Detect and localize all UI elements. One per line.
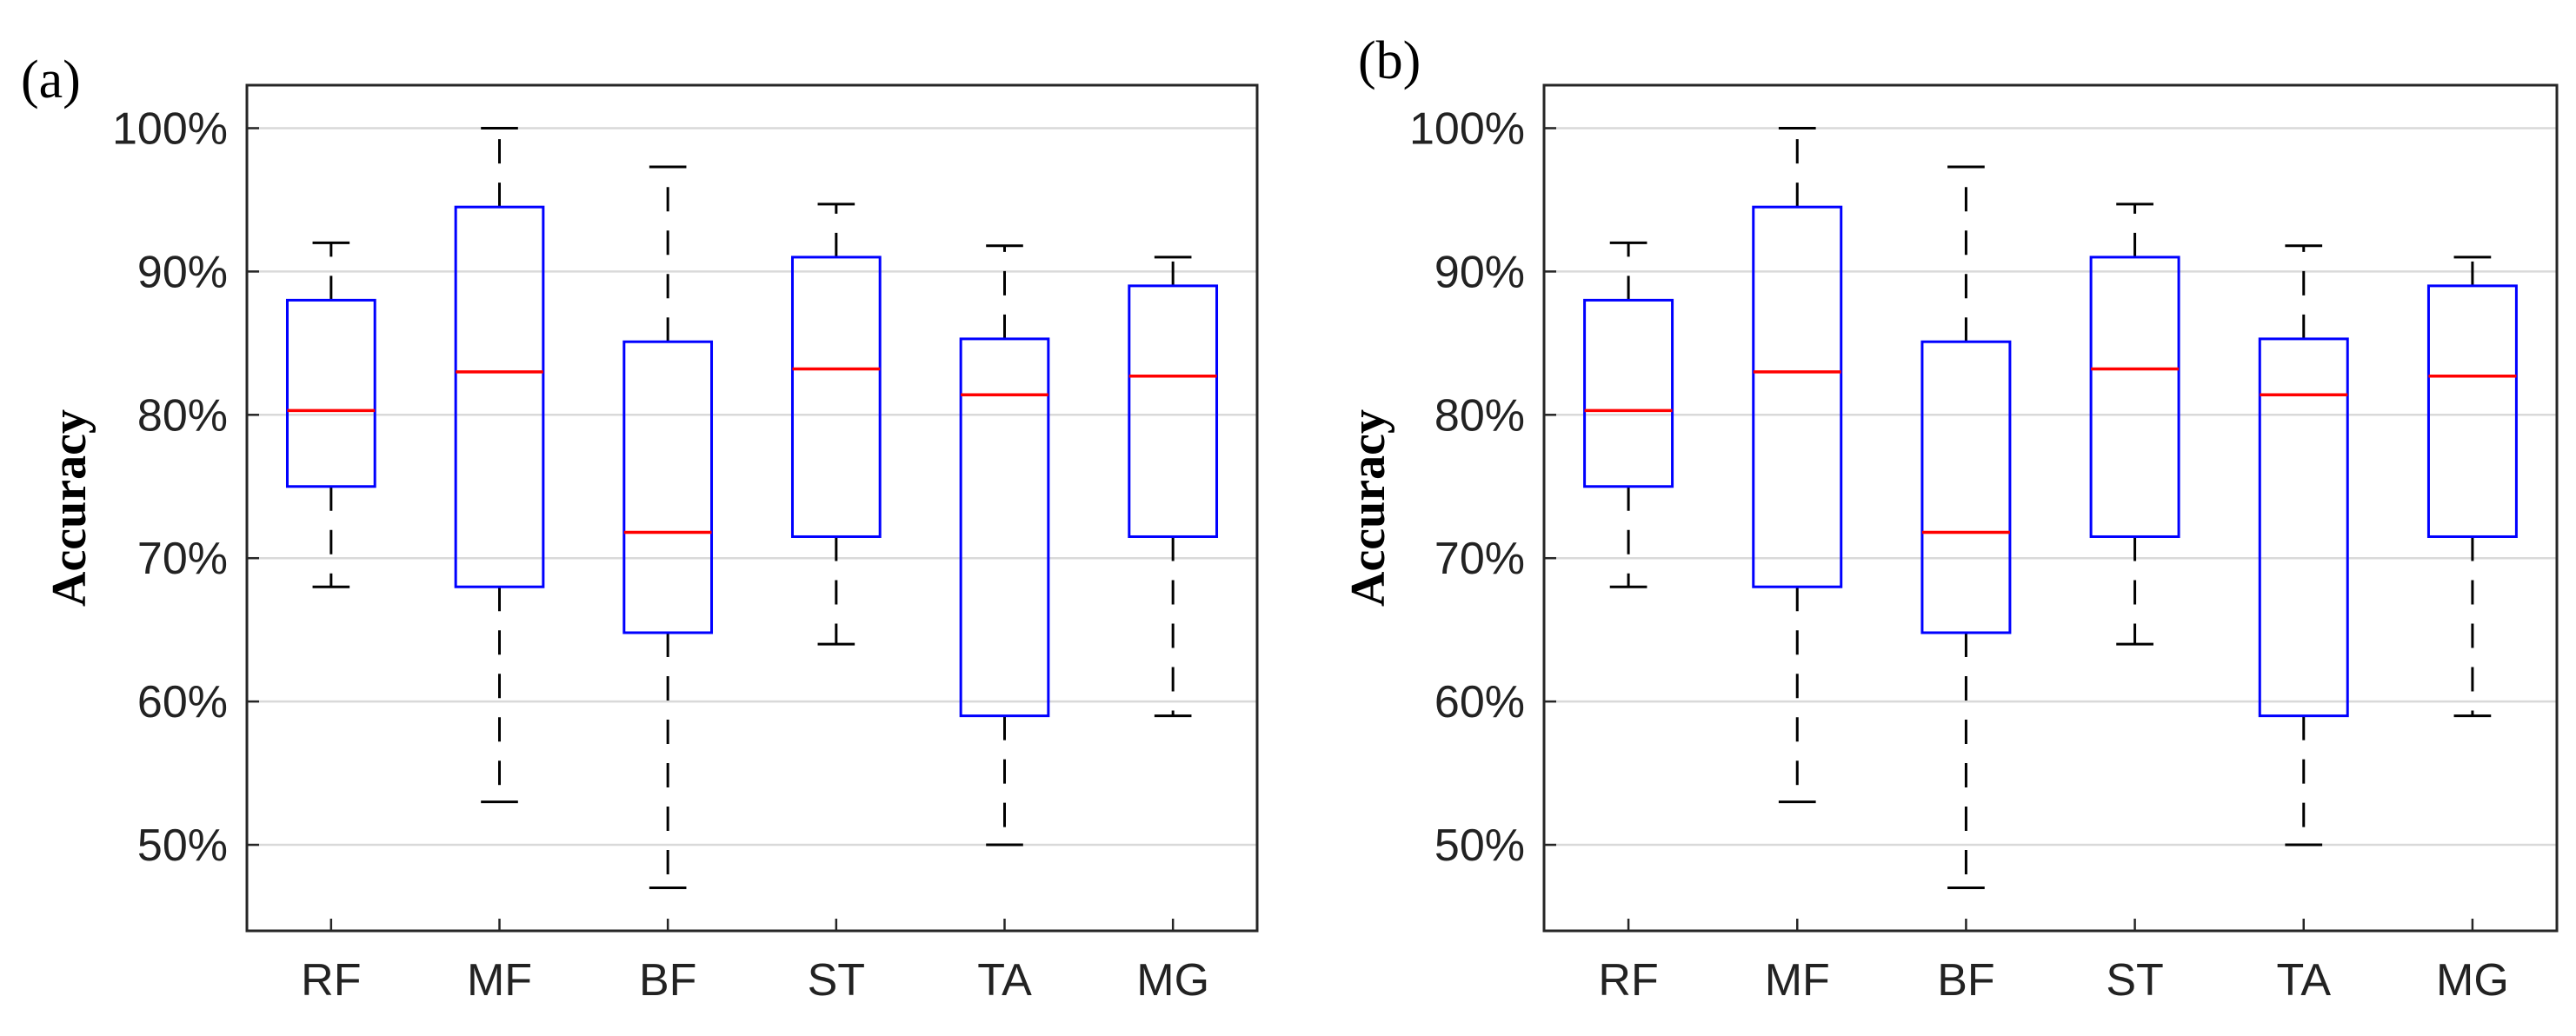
y-tick-label: 60% — [1434, 677, 1525, 727]
y-tick-label: 50% — [1434, 820, 1525, 871]
box-mf — [454, 126, 545, 804]
iqr-box — [2089, 256, 2180, 538]
iqr-box — [1920, 340, 2012, 634]
x-tick-label: RF — [301, 955, 361, 1006]
x-tick-label: MF — [1765, 955, 1830, 1006]
iqr-box — [790, 256, 882, 538]
y-tick-label: 60% — [137, 677, 228, 727]
box-st — [2089, 203, 2180, 646]
y-axis-label: Accuracy — [1341, 409, 1395, 607]
x-tick-label: TA — [2276, 955, 2331, 1006]
plot-frame — [1542, 83, 2559, 933]
x-tick-label: BF — [639, 955, 696, 1006]
box-rf — [285, 241, 376, 588]
y-tick-label: 80% — [137, 390, 228, 441]
box-mf — [1752, 126, 1843, 804]
x-tick-label: MG — [2436, 955, 2509, 1006]
iqr-box — [1752, 205, 1843, 588]
y-tick-label: 90% — [1434, 247, 1525, 297]
y-tick-label: 70% — [137, 534, 228, 584]
iqr-box — [454, 205, 545, 588]
y-axis-label: Accuracy — [43, 409, 97, 607]
iqr-box — [285, 298, 376, 488]
box-mg — [1128, 256, 1219, 718]
box-st — [790, 203, 882, 646]
iqr-box — [622, 340, 714, 634]
y-tick-label: 90% — [137, 247, 228, 297]
iqr-box — [2258, 337, 2349, 718]
box-ta — [2258, 244, 2349, 847]
y-tick-label: 80% — [1434, 390, 1525, 441]
x-tick-label: MF — [467, 955, 532, 1006]
y-tick-label: 100% — [112, 103, 228, 154]
y-tick-label: 50% — [137, 820, 228, 871]
box-bf — [1920, 165, 2012, 890]
y-tick-label: 70% — [1434, 534, 1525, 584]
panel-b: 50% 60% 70% 80% 90% 100% RF MF BF ST TA MG (b) Accura… — [1341, 31, 2559, 1006]
box-bf — [622, 165, 714, 890]
panel-a: 50% 60% 70% 80% 90% 100% RF MF BF ST TA MG (a) Accura… — [21, 50, 1259, 1006]
panel-label: (a) — [21, 50, 81, 110]
iqr-box — [1583, 298, 1674, 488]
x-tick-label: ST — [2106, 955, 2163, 1006]
x-tick-label: TA — [977, 955, 1032, 1006]
x-tick-label: ST — [808, 955, 865, 1006]
box-mg — [2426, 256, 2518, 718]
plot-frame — [245, 83, 1259, 933]
panel-label: (b) — [1358, 31, 1421, 90]
x-tick-label: BF — [1937, 955, 1994, 1006]
iqr-box — [959, 337, 1050, 718]
box-rf — [1583, 241, 1674, 588]
x-tick-label: RF — [1598, 955, 1658, 1006]
y-tick-label: 100% — [1409, 103, 1525, 154]
x-tick-label: MG — [1136, 955, 1209, 1006]
iqr-box — [2426, 284, 2518, 538]
iqr-box — [1128, 284, 1219, 538]
box-ta — [959, 244, 1050, 847]
